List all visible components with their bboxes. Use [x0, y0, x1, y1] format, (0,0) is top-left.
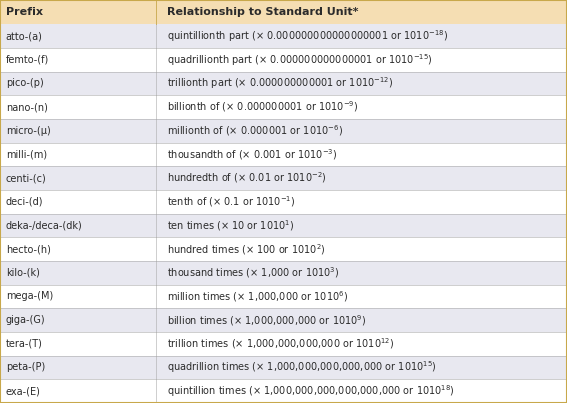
Bar — [0, 285, 567, 308]
Text: exa-(E): exa-(E) — [6, 386, 41, 396]
Text: billion times (× 1,000,000,000 or 10$10^{9}$): billion times (× 1,000,000,000 or 10$10^… — [167, 313, 367, 328]
Bar — [0, 0, 567, 24]
Text: billionth of (× 0.000000001 or 10$10^{-9}$): billionth of (× 0.000000001 or 10$10^{-9… — [167, 100, 358, 114]
Text: centi-(c): centi-(c) — [6, 173, 46, 183]
Bar — [0, 261, 567, 285]
Text: Prefix: Prefix — [6, 7, 43, 17]
Text: tera-(T): tera-(T) — [6, 339, 43, 349]
Text: million times (× 1,000,000 or 10$10^{6}$): million times (× 1,000,000 or 10$10^{6}$… — [167, 289, 348, 304]
Text: milli-(m): milli-(m) — [6, 150, 47, 160]
Text: Relationship to Standard Unit*: Relationship to Standard Unit* — [167, 7, 359, 17]
Text: micro-(μ): micro-(μ) — [6, 126, 50, 136]
Bar — [0, 24, 567, 48]
Bar — [0, 48, 567, 71]
Text: trillionth part (× 0.000000000001 or 10$10^{-12}$): trillionth part (× 0.000000000001 or 10$… — [167, 75, 394, 91]
Text: thousand times (× 1,000 or 10$10^{3}$): thousand times (× 1,000 or 10$10^{3}$) — [167, 266, 340, 280]
Bar — [0, 379, 567, 403]
Bar — [0, 119, 567, 143]
Text: pico-(p): pico-(p) — [6, 78, 44, 88]
Text: thousandth of (× 0.001 or 10$10^{-3}$): thousandth of (× 0.001 or 10$10^{-3}$) — [167, 147, 338, 162]
Text: millionth of (× 0.000001 or 10$10^{-6}$): millionth of (× 0.000001 or 10$10^{-6}$) — [167, 123, 343, 138]
Text: nano-(n): nano-(n) — [6, 102, 48, 112]
Text: quintillionth part (× 0.000000000000000001 or 10$10^{-18}$): quintillionth part (× 0.0000000000000000… — [167, 28, 448, 44]
Bar — [0, 214, 567, 237]
Bar — [0, 356, 567, 379]
Text: mega-(M): mega-(M) — [6, 291, 53, 301]
Text: ten times (× 10 or 10$10^{1}$): ten times (× 10 or 10$10^{1}$) — [167, 218, 295, 233]
Text: deci-(d): deci-(d) — [6, 197, 43, 207]
Text: hecto-(h): hecto-(h) — [6, 244, 50, 254]
Text: hundredth of (× 0.01 or 10$10^{-2}$): hundredth of (× 0.01 or 10$10^{-2}$) — [167, 171, 327, 185]
Bar — [0, 332, 567, 355]
Bar — [0, 237, 567, 261]
Bar — [0, 308, 567, 332]
Text: quadrillionth part (× 0.000000000000001 or 10$10^{-15}$): quadrillionth part (× 0.000000000000001 … — [167, 52, 433, 68]
Text: tenth of (× 0.1 or 10$10^{-1}$): tenth of (× 0.1 or 10$10^{-1}$) — [167, 194, 296, 209]
Bar — [0, 143, 567, 166]
Text: quintillion times (× 1,000,000,000,000,000,000 or 10$10^{18}$): quintillion times (× 1,000,000,000,000,0… — [167, 383, 455, 399]
Text: peta-(P): peta-(P) — [6, 362, 45, 372]
Bar — [0, 190, 567, 214]
Text: quadrillion times (× 1,000,000,000,000,000 or 10$10^{15}$): quadrillion times (× 1,000,000,000,000,0… — [167, 359, 437, 375]
Text: kilo-(k): kilo-(k) — [6, 268, 40, 278]
Bar — [0, 166, 567, 190]
Text: trillion times (× 1,000,000,000,000 or 10$10^{12}$): trillion times (× 1,000,000,000,000 or 1… — [167, 337, 395, 351]
Text: deka-/deca-(dk): deka-/deca-(dk) — [6, 220, 82, 231]
Text: hundred times (× 100 or 10$10^{2}$): hundred times (× 100 or 10$10^{2}$) — [167, 242, 326, 256]
Bar — [0, 95, 567, 119]
Bar — [0, 72, 567, 95]
Text: femto-(f): femto-(f) — [6, 55, 49, 65]
Text: giga-(G): giga-(G) — [6, 315, 45, 325]
Text: atto-(a): atto-(a) — [6, 31, 43, 41]
